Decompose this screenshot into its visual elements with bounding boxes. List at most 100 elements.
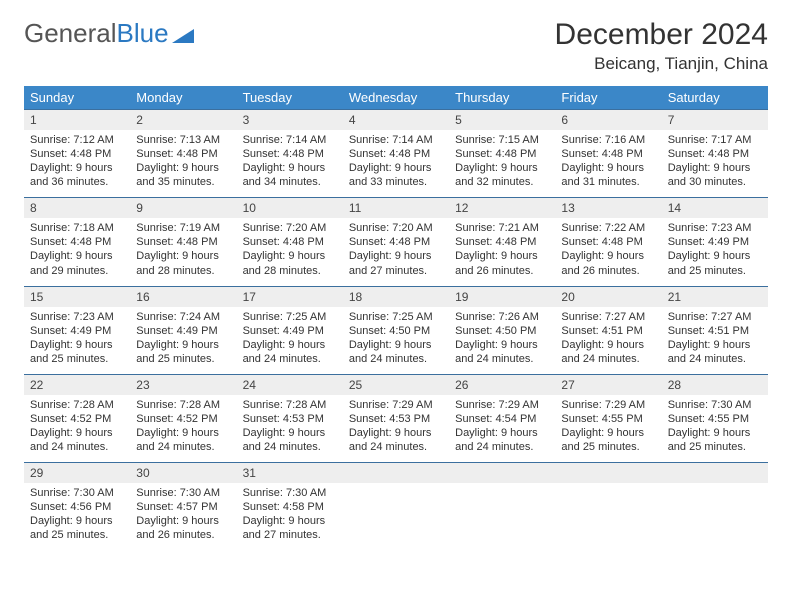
daylight-line1: Daylight: 9 hours bbox=[30, 161, 124, 175]
daylight-line2: and 28 minutes. bbox=[243, 264, 337, 278]
sunset: Sunset: 4:53 PM bbox=[243, 412, 337, 426]
sunrise: Sunrise: 7:17 AM bbox=[668, 133, 762, 147]
day-detail: Sunrise: 7:29 AMSunset: 4:53 PMDaylight:… bbox=[343, 395, 449, 463]
day-number: 13 bbox=[555, 198, 661, 219]
header: GeneralBlue December 2024 Beicang, Tianj… bbox=[0, 0, 792, 80]
sunset: Sunset: 4:52 PM bbox=[30, 412, 124, 426]
sunset: Sunset: 4:48 PM bbox=[561, 147, 655, 161]
day-number: 4 bbox=[343, 110, 449, 131]
day-number: 26 bbox=[449, 374, 555, 395]
month-title: December 2024 bbox=[555, 18, 768, 52]
daylight-line1: Daylight: 9 hours bbox=[136, 338, 230, 352]
daylight-line1: Daylight: 9 hours bbox=[668, 426, 762, 440]
daylight-line2: and 27 minutes. bbox=[243, 528, 337, 542]
daylight-line1: Daylight: 9 hours bbox=[136, 249, 230, 263]
sunset: Sunset: 4:48 PM bbox=[30, 235, 124, 249]
day-number: 8 bbox=[24, 198, 130, 219]
sunrise: Sunrise: 7:20 AM bbox=[243, 221, 337, 235]
day-detail: Sunrise: 7:30 AMSunset: 4:55 PMDaylight:… bbox=[662, 395, 768, 463]
day-number bbox=[343, 463, 449, 484]
sunset: Sunset: 4:49 PM bbox=[668, 235, 762, 249]
daylight-line1: Daylight: 9 hours bbox=[30, 338, 124, 352]
daylight-line1: Daylight: 9 hours bbox=[561, 249, 655, 263]
daylight-line1: Daylight: 9 hours bbox=[561, 338, 655, 352]
sunrise: Sunrise: 7:15 AM bbox=[455, 133, 549, 147]
day-number: 7 bbox=[662, 110, 768, 131]
sunrise: Sunrise: 7:29 AM bbox=[561, 398, 655, 412]
col-friday: Friday bbox=[555, 86, 661, 110]
day-detail: Sunrise: 7:27 AMSunset: 4:51 PMDaylight:… bbox=[662, 307, 768, 375]
day-number: 23 bbox=[130, 374, 236, 395]
daylight-line1: Daylight: 9 hours bbox=[561, 426, 655, 440]
daylight-line2: and 35 minutes. bbox=[136, 175, 230, 189]
day-detail: Sunrise: 7:20 AMSunset: 4:48 PMDaylight:… bbox=[237, 218, 343, 286]
daylight-line2: and 25 minutes. bbox=[561, 440, 655, 454]
daylight-line2: and 36 minutes. bbox=[30, 175, 124, 189]
logo-text-blue: Blue bbox=[117, 18, 169, 49]
day-detail: Sunrise: 7:24 AMSunset: 4:49 PMDaylight:… bbox=[130, 307, 236, 375]
logo: GeneralBlue bbox=[24, 18, 194, 49]
day-number bbox=[449, 463, 555, 484]
sunrise: Sunrise: 7:14 AM bbox=[243, 133, 337, 147]
daylight-line2: and 28 minutes. bbox=[136, 264, 230, 278]
daylight-line1: Daylight: 9 hours bbox=[30, 426, 124, 440]
day-detail bbox=[449, 483, 555, 550]
day-number: 9 bbox=[130, 198, 236, 219]
sunrise: Sunrise: 7:14 AM bbox=[349, 133, 443, 147]
daylight-line1: Daylight: 9 hours bbox=[243, 249, 337, 263]
sunset: Sunset: 4:51 PM bbox=[668, 324, 762, 338]
sunset: Sunset: 4:49 PM bbox=[136, 324, 230, 338]
sunset: Sunset: 4:50 PM bbox=[349, 324, 443, 338]
sunrise: Sunrise: 7:16 AM bbox=[561, 133, 655, 147]
daylight-line2: and 24 minutes. bbox=[668, 352, 762, 366]
day-detail bbox=[555, 483, 661, 550]
title-block: December 2024 Beicang, Tianjin, China bbox=[555, 18, 768, 74]
daylight-line2: and 24 minutes. bbox=[243, 352, 337, 366]
day-detail: Sunrise: 7:16 AMSunset: 4:48 PMDaylight:… bbox=[555, 130, 661, 198]
day-number: 28 bbox=[662, 374, 768, 395]
day-number: 25 bbox=[343, 374, 449, 395]
daynum-row: 15161718192021 bbox=[24, 286, 768, 307]
sunrise: Sunrise: 7:20 AM bbox=[349, 221, 443, 235]
day-detail: Sunrise: 7:18 AMSunset: 4:48 PMDaylight:… bbox=[24, 218, 130, 286]
day-number: 14 bbox=[662, 198, 768, 219]
day-number: 5 bbox=[449, 110, 555, 131]
sunrise: Sunrise: 7:29 AM bbox=[349, 398, 443, 412]
day-number: 3 bbox=[237, 110, 343, 131]
day-number: 17 bbox=[237, 286, 343, 307]
sunset: Sunset: 4:58 PM bbox=[243, 500, 337, 514]
sunrise: Sunrise: 7:30 AM bbox=[136, 486, 230, 500]
daylight-line2: and 30 minutes. bbox=[668, 175, 762, 189]
day-number bbox=[662, 463, 768, 484]
sunrise: Sunrise: 7:13 AM bbox=[136, 133, 230, 147]
daynum-row: 293031 bbox=[24, 463, 768, 484]
sunset: Sunset: 4:48 PM bbox=[136, 147, 230, 161]
sunset: Sunset: 4:48 PM bbox=[243, 235, 337, 249]
daylight-line1: Daylight: 9 hours bbox=[243, 426, 337, 440]
daylight-line2: and 25 minutes. bbox=[30, 352, 124, 366]
day-detail: Sunrise: 7:14 AMSunset: 4:48 PMDaylight:… bbox=[343, 130, 449, 198]
day-number: 18 bbox=[343, 286, 449, 307]
daylight-line2: and 24 minutes. bbox=[561, 352, 655, 366]
day-detail: Sunrise: 7:27 AMSunset: 4:51 PMDaylight:… bbox=[555, 307, 661, 375]
day-number: 2 bbox=[130, 110, 236, 131]
day-detail bbox=[343, 483, 449, 550]
day-number: 12 bbox=[449, 198, 555, 219]
day-detail: Sunrise: 7:17 AMSunset: 4:48 PMDaylight:… bbox=[662, 130, 768, 198]
day-detail: Sunrise: 7:28 AMSunset: 4:52 PMDaylight:… bbox=[130, 395, 236, 463]
day-detail bbox=[662, 483, 768, 550]
weekday-header-row: Sunday Monday Tuesday Wednesday Thursday… bbox=[24, 86, 768, 110]
detail-row: Sunrise: 7:18 AMSunset: 4:48 PMDaylight:… bbox=[24, 218, 768, 286]
day-detail: Sunrise: 7:23 AMSunset: 4:49 PMDaylight:… bbox=[24, 307, 130, 375]
sunset: Sunset: 4:55 PM bbox=[668, 412, 762, 426]
day-detail: Sunrise: 7:30 AMSunset: 4:57 PMDaylight:… bbox=[130, 483, 236, 550]
day-detail: Sunrise: 7:21 AMSunset: 4:48 PMDaylight:… bbox=[449, 218, 555, 286]
day-number: 15 bbox=[24, 286, 130, 307]
sunset: Sunset: 4:49 PM bbox=[243, 324, 337, 338]
day-number: 6 bbox=[555, 110, 661, 131]
daylight-line2: and 26 minutes. bbox=[561, 264, 655, 278]
daylight-line1: Daylight: 9 hours bbox=[455, 338, 549, 352]
day-number: 24 bbox=[237, 374, 343, 395]
sunrise: Sunrise: 7:21 AM bbox=[455, 221, 549, 235]
day-number: 31 bbox=[237, 463, 343, 484]
